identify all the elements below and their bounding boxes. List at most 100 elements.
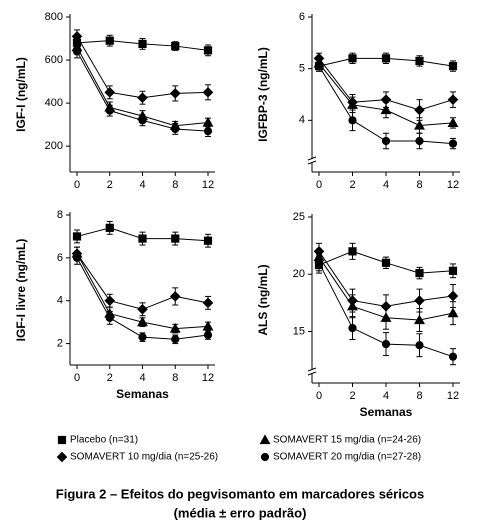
data-point xyxy=(203,46,213,55)
x-tick-label: 4 xyxy=(383,390,389,402)
x-tick-label: 12 xyxy=(447,390,459,402)
data-point xyxy=(138,234,147,243)
legend-marker xyxy=(56,451,68,463)
data-point xyxy=(447,290,459,302)
y-tick-label: 8 xyxy=(57,209,63,221)
data-point xyxy=(202,297,214,309)
x-axis-label: Semanas xyxy=(360,405,413,419)
y-axis-label: IGF-I livre (ng/mL) xyxy=(14,239,28,342)
x-tick-label: 12 xyxy=(447,179,459,191)
data-point xyxy=(202,116,214,127)
data-point xyxy=(72,253,82,262)
legend-label: SOMAVERT 15 mg/dia (n=24-26) xyxy=(273,435,421,446)
data-point xyxy=(169,291,181,302)
y-tick-label: 2 xyxy=(57,337,63,349)
data-point xyxy=(448,139,458,148)
data-point xyxy=(415,341,424,350)
x-tick-label: 8 xyxy=(172,179,178,191)
data-point xyxy=(202,87,214,98)
x-tick-label: 12 xyxy=(202,179,214,191)
data-point xyxy=(381,339,391,349)
data-point xyxy=(137,92,148,104)
y-tick-label: 6 xyxy=(299,11,305,23)
data-point xyxy=(105,36,114,45)
x-tick-label: 8 xyxy=(416,179,422,191)
x-tick-label: 4 xyxy=(383,179,389,191)
data-point xyxy=(203,236,213,245)
x-axis-label: Semanas xyxy=(116,387,169,401)
data-point xyxy=(171,41,180,51)
data-point xyxy=(447,94,459,105)
data-point xyxy=(138,39,147,49)
data-point xyxy=(447,307,459,318)
data-point xyxy=(448,352,458,361)
data-point xyxy=(202,320,214,331)
y-tick-label: 400 xyxy=(45,97,63,109)
y-tick-label: 6 xyxy=(57,252,63,264)
data-point xyxy=(104,295,116,307)
axis-break-gap xyxy=(307,158,317,163)
y-tick-label: 25 xyxy=(293,211,305,223)
x-tick-label: 4 xyxy=(139,179,145,191)
x-tick-label: 8 xyxy=(172,372,178,384)
data-point xyxy=(414,119,425,130)
y-axis-label: IGFBP-3 (ng/mL) xyxy=(256,47,270,142)
y-tick-label: 5 xyxy=(299,63,305,75)
data-point xyxy=(137,303,148,315)
data-point xyxy=(137,316,148,327)
y-axis-label: IGF-I (ng/mL) xyxy=(14,57,28,132)
data-point xyxy=(138,333,147,342)
y-tick-label: 600 xyxy=(45,54,63,66)
data-point xyxy=(104,87,116,98)
data-point xyxy=(414,295,425,306)
y-tick-label: 15 xyxy=(293,325,305,337)
x-tick-label: 2 xyxy=(349,390,355,402)
data-point xyxy=(314,258,324,267)
data-point xyxy=(171,234,180,243)
y-tick-label: 20 xyxy=(293,268,305,280)
data-point xyxy=(203,126,213,136)
data-point xyxy=(381,258,391,267)
data-point xyxy=(72,232,82,241)
data-point xyxy=(414,314,425,325)
data-point xyxy=(348,54,357,63)
axis-break-gap xyxy=(307,369,317,374)
y-tick-label: 4 xyxy=(299,114,305,126)
axis-break xyxy=(307,371,317,376)
data-point xyxy=(415,136,424,146)
data-point xyxy=(169,322,181,333)
data-point xyxy=(105,313,114,322)
data-point xyxy=(105,223,114,232)
y-axis-label: ALS (ng/mL) xyxy=(256,264,270,335)
data-point xyxy=(415,56,424,66)
data-point xyxy=(447,117,459,128)
data-point xyxy=(171,124,180,134)
data-point xyxy=(72,47,82,56)
x-tick-label: 8 xyxy=(416,390,422,402)
data-point xyxy=(348,323,357,333)
x-tick-label: 0 xyxy=(316,390,322,402)
legend-label: SOMAVERT 20 mg/dia (n=27-28) xyxy=(273,452,421,463)
x-tick-label: 4 xyxy=(139,372,145,384)
y-tick-label: 800 xyxy=(45,11,63,23)
caption-title: Figura 2 – Efeitos do pegvisomanto em ma… xyxy=(56,486,424,501)
data-point xyxy=(414,104,425,116)
legend-marker xyxy=(259,434,271,445)
y-tick-label: 200 xyxy=(45,140,63,152)
legend-marker xyxy=(260,452,270,462)
data-point xyxy=(171,335,180,344)
y-tick-label: 4 xyxy=(57,295,63,307)
data-point xyxy=(314,61,324,71)
x-tick-label: 2 xyxy=(107,372,113,384)
data-point xyxy=(347,300,358,311)
data-point xyxy=(415,268,424,278)
data-point xyxy=(169,88,181,99)
data-point xyxy=(380,104,392,115)
data-point xyxy=(380,312,392,322)
x-tick-label: 12 xyxy=(202,372,214,384)
axis-break xyxy=(307,160,317,165)
data-point xyxy=(381,136,391,146)
data-point xyxy=(348,116,357,125)
axis-break xyxy=(307,156,317,161)
